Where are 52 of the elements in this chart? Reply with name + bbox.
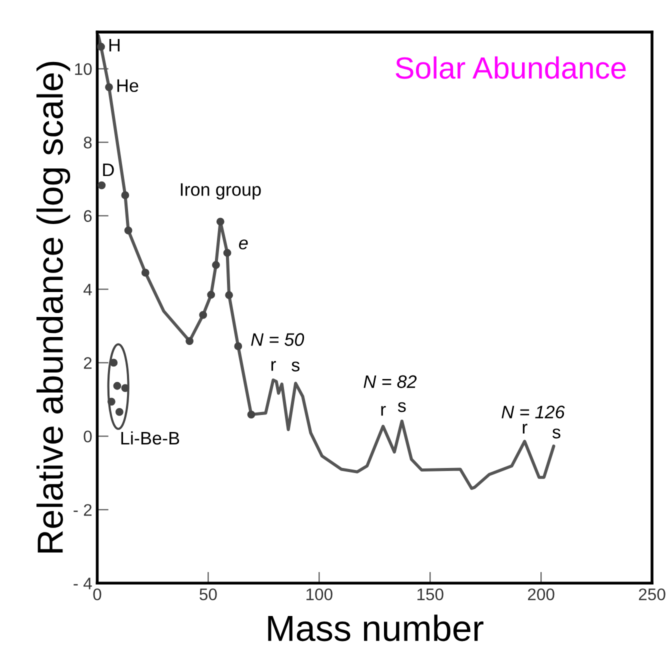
x-axis-title: Mass number (268, 614, 484, 642)
annotation: s (552, 428, 560, 438)
point (212, 261, 220, 269)
point (141, 268, 150, 277)
annotation: s (292, 362, 300, 372)
point (124, 226, 132, 234)
y-tick-label: 8 (84, 136, 92, 148)
y-tick-label: 10 (75, 63, 92, 76)
point (115, 408, 124, 416)
x-tick-label: 250 (638, 588, 666, 600)
annotation: r (271, 361, 276, 371)
point (121, 191, 130, 200)
point (107, 398, 116, 406)
point (121, 384, 130, 392)
point (186, 337, 194, 345)
point (199, 311, 208, 319)
text: Solar Abundance (396, 56, 626, 79)
point (216, 218, 224, 226)
point (97, 42, 105, 51)
y-tick-label: 4 (83, 284, 92, 296)
annotation: Li-Be-B (121, 431, 180, 445)
annotation: N = 82 (364, 375, 417, 388)
x-tick-label: 200 (528, 588, 554, 600)
x-tick-label: 150 (417, 588, 444, 600)
point (225, 291, 234, 300)
point (247, 410, 256, 418)
y-tick-label: - 2 (74, 504, 92, 516)
annotation: Iron group (180, 183, 261, 200)
annotation: He (117, 79, 138, 92)
annotation: r (381, 406, 386, 416)
annotation: N = 50 (251, 333, 304, 346)
y-tick-label: 0 (84, 430, 92, 442)
point (110, 358, 118, 367)
point (98, 181, 106, 190)
annotation: H (109, 39, 120, 52)
point (223, 248, 232, 257)
annotation: D (103, 164, 114, 176)
x-tick-label: 50 (200, 588, 217, 600)
annotation: r (522, 424, 528, 434)
point (207, 290, 216, 299)
y-tick-label: 6 (84, 210, 92, 222)
y-tick-label: - 4 (74, 578, 92, 590)
y-axis-title: Relative abundance (log scale) (36, 62, 70, 553)
x-tick-label: 0 (93, 588, 102, 600)
point (113, 382, 122, 390)
point (234, 342, 242, 350)
annotation: s (398, 402, 406, 412)
x-tick-label: 100 (306, 588, 332, 600)
annotation: e (238, 239, 248, 250)
annotation: N = 126 (502, 406, 565, 418)
y-tick-label: 2 (84, 357, 92, 369)
point (105, 83, 113, 92)
